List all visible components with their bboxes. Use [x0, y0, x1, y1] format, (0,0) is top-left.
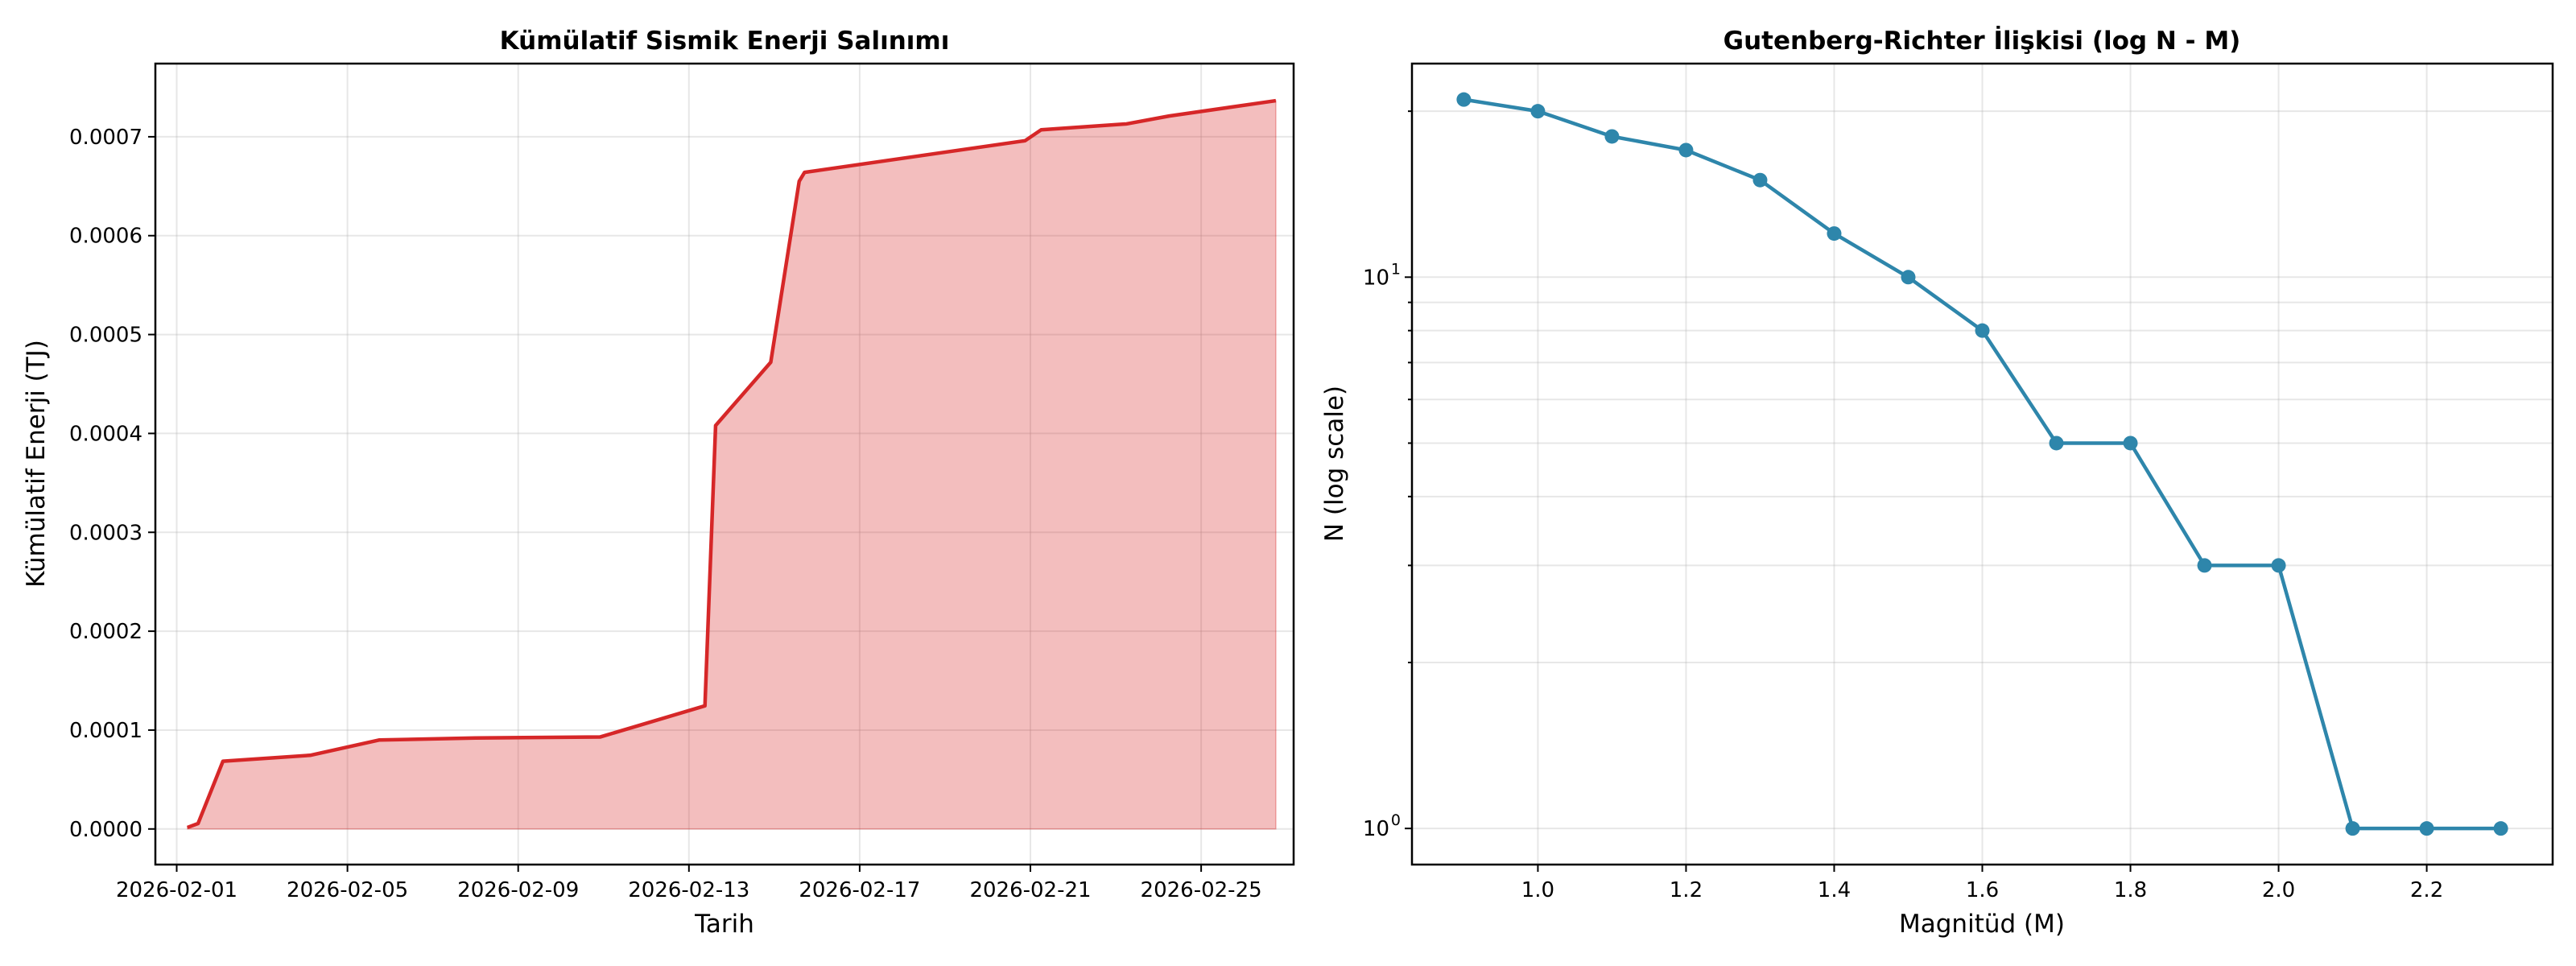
energy-x-tick-label: 2026-02-13	[628, 878, 749, 902]
energy-chart-title: Kümülatif Sismik Enerji Salınımı	[500, 27, 950, 56]
gr-data-point	[1752, 172, 1768, 188]
energy-x-tick-label: 2026-02-17	[799, 878, 920, 902]
gr-x-axis-label: Magnitüd (M)	[1899, 910, 2065, 939]
gr-data-point	[2345, 821, 2360, 836]
gr-data-point	[1678, 142, 1694, 158]
gr-data-point	[1975, 323, 1990, 338]
gr-data-point	[2271, 558, 2286, 573]
gr-y-axis-label: N (log scale)	[1320, 386, 1349, 542]
gr-x-tick-label: 1.2	[1670, 878, 1703, 902]
gr-data-point	[2197, 558, 2212, 573]
energy-plot-area	[186, 98, 1277, 830]
energy-y-tick-label: 0.0001	[69, 719, 142, 743]
energy-y-tick-label: 0.0006	[69, 225, 142, 249]
gr-data-point	[2123, 436, 2138, 451]
energy-chart: 2026-02-01 2026-02-05 2026-02-09 2026-02-13…	[22, 27, 1295, 939]
gr-x-tick-label: 1.8	[2114, 878, 2147, 902]
gr-x-tick-label: 1.4	[1818, 878, 1851, 902]
gr-data-point	[2049, 436, 2064, 451]
energy-y-tick-label: 0.0002	[69, 620, 142, 644]
gr-x-tick-label: 1.0	[1521, 878, 1554, 902]
energy-x-axis-label: Tarih	[694, 910, 754, 939]
energy-grid	[155, 64, 1294, 865]
energy-x-tick-label: 2026-02-05	[287, 878, 408, 902]
gr-chart-title: Gutenberg-Richter İlişkisi (log N - M)	[1724, 27, 2241, 56]
gr-y-tick-label: 10	[1363, 817, 1389, 841]
gr-y-tick-exponent: 1	[1391, 260, 1401, 278]
energy-y-axis-label: Kümülatif Enerji (TJ)	[22, 340, 51, 588]
gr-data-point	[1827, 226, 1842, 242]
gr-y-tick-label: 10	[1363, 266, 1389, 290]
energy-y-tick-label: 0.0003	[69, 521, 142, 545]
energy-y-tick-label: 0.0007	[69, 126, 142, 150]
energy-y-tick-label: 0.0004	[69, 422, 142, 446]
gr-y-tick-exponent: 0	[1391, 811, 1401, 829]
gr-data-point	[2419, 821, 2434, 836]
energy-x-tick-label: 2026-02-25	[1141, 878, 1262, 902]
energy-axes-frame	[154, 62, 1295, 866]
gr-data-point	[1604, 129, 1620, 144]
energy-x-ticks: 2026-02-01 2026-02-05 2026-02-09 2026-02-13…	[116, 865, 1262, 902]
energy-y-tick-label: 0.0000	[69, 818, 142, 842]
energy-y-ticks: 0.0000 0.0001 0.0002 0.0003 0.0004 0.0005 0.00…	[69, 126, 155, 842]
gr-x-ticks: 1.0 1.2 1.4 1.6 1.8 2.0 2.2	[1521, 865, 2443, 902]
gr-x-tick-label: 2.2	[2410, 878, 2443, 902]
energy-series-line	[186, 98, 1277, 830]
energy-y-tick-label: 0.0005	[69, 324, 142, 348]
energy-x-tick-label: 2026-02-01	[116, 878, 237, 902]
gr-data-point	[1456, 92, 1472, 107]
gr-data-point	[2493, 821, 2508, 836]
gr-data-point	[1901, 270, 1916, 285]
gr-data-point	[1530, 104, 1546, 119]
gr-x-tick-label: 2.0	[2262, 878, 2295, 902]
energy-x-tick-label: 2026-02-21	[969, 878, 1091, 902]
energy-x-tick-label: 2026-02-09	[457, 878, 579, 902]
gr-plot-area	[1456, 92, 2508, 836]
gr-x-tick-label: 1.6	[1966, 878, 1999, 902]
